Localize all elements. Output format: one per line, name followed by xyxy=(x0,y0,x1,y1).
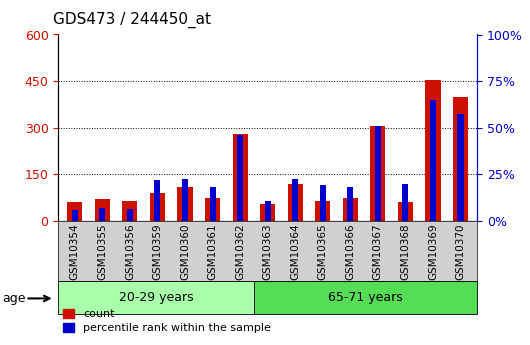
Bar xyxy=(398,202,413,221)
Text: GSM10366: GSM10366 xyxy=(345,224,355,280)
Bar xyxy=(343,197,358,221)
Bar xyxy=(72,210,78,221)
Bar xyxy=(67,202,82,221)
Text: GSM10356: GSM10356 xyxy=(125,224,135,280)
Bar xyxy=(127,209,133,221)
Text: GSM10359: GSM10359 xyxy=(153,224,163,280)
Bar xyxy=(154,180,161,221)
Bar xyxy=(182,179,188,221)
Bar xyxy=(402,184,409,221)
Bar xyxy=(150,193,165,221)
Bar xyxy=(453,97,468,221)
Bar xyxy=(122,201,137,221)
Text: GSM10354: GSM10354 xyxy=(70,224,80,280)
Bar xyxy=(315,201,330,221)
Text: 65-71 years: 65-71 years xyxy=(328,291,403,304)
Text: GSM10361: GSM10361 xyxy=(208,224,217,280)
Text: GSM10355: GSM10355 xyxy=(98,224,108,280)
Bar xyxy=(430,100,436,221)
Bar xyxy=(205,197,220,221)
Bar xyxy=(254,281,477,314)
Text: GSM10365: GSM10365 xyxy=(318,224,328,280)
Bar xyxy=(347,187,354,221)
Text: GSM10367: GSM10367 xyxy=(373,224,383,280)
Text: 20-29 years: 20-29 years xyxy=(119,291,193,304)
Text: GSM10362: GSM10362 xyxy=(235,224,245,280)
Bar xyxy=(99,208,105,221)
Text: GDS473 / 244450_at: GDS473 / 244450_at xyxy=(53,12,211,28)
Bar xyxy=(178,187,192,221)
Text: GSM10369: GSM10369 xyxy=(428,224,438,280)
Bar xyxy=(375,126,381,221)
Bar xyxy=(426,79,440,221)
Text: GSM10360: GSM10360 xyxy=(180,224,190,280)
Text: GSM10364: GSM10364 xyxy=(290,224,300,280)
Bar xyxy=(320,185,326,221)
Bar xyxy=(260,204,275,221)
Text: GSM10363: GSM10363 xyxy=(263,224,272,280)
Text: age: age xyxy=(3,292,26,305)
Bar xyxy=(292,179,298,221)
Bar xyxy=(233,134,248,221)
Legend: count, percentile rank within the sample: count, percentile rank within the sample xyxy=(58,305,275,338)
Bar xyxy=(264,201,271,221)
Bar xyxy=(370,126,385,221)
Bar xyxy=(288,184,303,221)
Bar xyxy=(209,187,216,221)
Bar xyxy=(95,199,110,221)
Bar xyxy=(58,281,254,314)
Bar xyxy=(237,135,243,221)
Text: GSM10370: GSM10370 xyxy=(455,224,465,280)
Text: GSM10368: GSM10368 xyxy=(400,224,410,280)
Bar xyxy=(457,114,464,221)
